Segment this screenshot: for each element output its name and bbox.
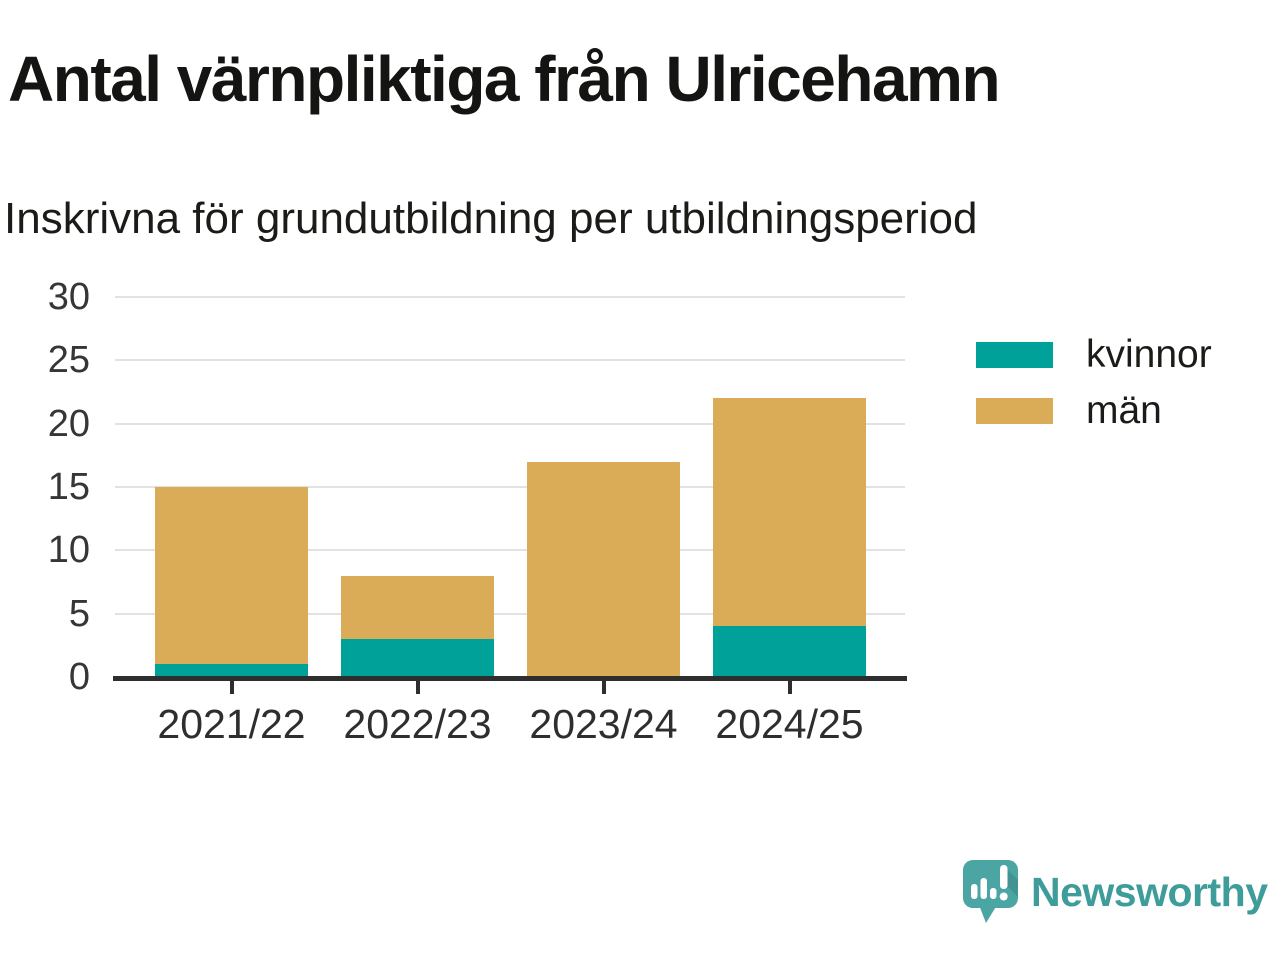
newsworthy-logo-text: Newsworthy [1031,868,1268,915]
bar-2022-23-kvinnor [341,639,494,677]
logo-bar-small [971,884,978,899]
y-axis-label-10: 10 [47,529,90,572]
logo-exclamation-bar [1000,865,1008,889]
gridline-30 [115,296,905,298]
logo-bar-tall [980,878,987,899]
logo-exclamation-dot [999,892,1008,901]
x-axis-tick-2022-23 [415,681,420,694]
bar-2023-24-män [527,461,680,677]
y-axis-label-25: 25 [47,339,90,382]
chart-title: Antal värnpliktiga från Ulricehamn [8,43,1001,115]
gridline-15 [115,486,905,488]
legend-swatch-kvinnor [976,342,1053,368]
bar-2021-22-kvinnor [155,664,308,677]
x-axis-line [113,676,907,681]
x-axis-label-2023-24: 2023/24 [529,701,678,747]
x-axis-tick-2024-25 [787,681,792,694]
legend-swatch-män [976,398,1053,424]
legend-label-män: män [1086,389,1162,432]
y-axis-label-20: 20 [47,402,90,445]
gridline-5 [115,612,905,615]
y-axis-label-5: 5 [68,592,90,635]
newsworthy-logo-icon [963,860,1018,923]
legend: kvinnor män [976,333,1212,454]
y-axis-label-30: 30 [47,276,90,318]
gridline-25 [115,359,905,362]
branding: Newsworthy [962,859,1268,925]
x-axis-tick-2021-22 [229,681,234,694]
logo-bar-short [990,888,997,899]
x-axis-label-2022-23: 2022/23 [343,701,492,747]
bar-2022-23-män [341,575,494,639]
y-axis-label-15: 15 [47,466,90,508]
bar-2021-22-män [155,487,308,665]
gridline-10 [115,549,905,552]
y-axis-label-0: 0 [68,656,90,698]
x-axis-label-2021-22: 2021/22 [157,701,306,747]
legend-item-kvinnor: kvinnor [976,333,1212,376]
x-axis-tick-2023-24 [601,681,606,694]
legend-label-kvinnor: kvinnor [1086,333,1212,376]
legend-item-män: män [976,389,1212,432]
gridline-20 [115,422,905,425]
x-axis-label-2024-25: 2024/25 [715,701,864,747]
bar-2024-25-män [713,398,866,627]
chart-subtitle: Inskrivna för grundutbildning per utbild… [4,194,978,243]
bar-2024-25-kvinnor [713,626,866,677]
